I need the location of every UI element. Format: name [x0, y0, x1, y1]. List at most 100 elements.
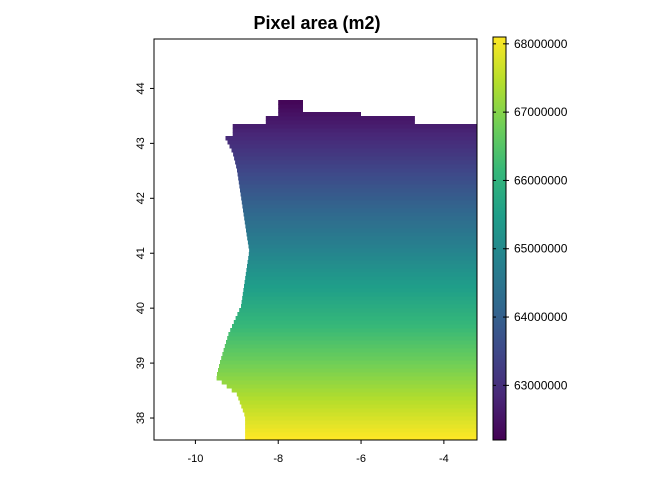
raster-row	[245, 436, 477, 441]
raster-row	[221, 356, 477, 361]
raster-row	[278, 112, 361, 117]
colorbar-tick-label: 63000000	[514, 378, 568, 392]
raster-row	[236, 392, 477, 397]
y-tick-label: 43	[135, 137, 147, 149]
raster-row	[247, 264, 477, 269]
raster-row	[244, 284, 477, 289]
y-axis: 38 39 40 41 42 43 44	[135, 82, 154, 424]
raster-row	[245, 432, 477, 437]
y-tick-label: 42	[135, 192, 147, 204]
raster-row	[224, 344, 477, 349]
raster-row	[243, 288, 477, 293]
raster-row	[245, 416, 477, 421]
raster-row	[246, 232, 477, 237]
raster-row	[242, 296, 477, 301]
colorbar-tick-label: 66000000	[514, 173, 568, 187]
raster-row	[234, 156, 477, 161]
raster-row	[244, 280, 477, 285]
colorbar-tick-label: 68000000	[514, 37, 568, 51]
x-tick-label: -4	[439, 453, 449, 465]
raster-row	[265, 120, 415, 125]
raster-row	[231, 148, 477, 153]
raster-row	[223, 348, 477, 353]
colorbar-ramp	[492, 36, 507, 441]
raster-row	[218, 368, 477, 373]
y-tick-label: 44	[135, 82, 147, 94]
raster-row	[220, 360, 477, 365]
raster-row	[244, 220, 477, 225]
x-tick-label: -10	[187, 453, 203, 465]
raster-row	[242, 408, 477, 413]
raster-row	[239, 308, 477, 313]
raster-row	[245, 420, 477, 425]
raster-row	[232, 128, 477, 133]
raster-row	[247, 260, 477, 265]
raster-row	[228, 332, 477, 337]
raster-row	[247, 236, 477, 241]
raster-row	[246, 228, 477, 233]
colorbar-tick-label: 67000000	[514, 105, 568, 119]
raster-layer	[216, 100, 477, 441]
raster-row	[242, 292, 477, 297]
raster-row	[230, 328, 477, 333]
y-tick-label: 39	[135, 357, 147, 369]
raster-row	[245, 428, 477, 433]
x-tick-label: -6	[356, 453, 366, 465]
raster-row	[248, 244, 477, 249]
raster-row	[236, 164, 477, 169]
raster-row	[241, 200, 477, 205]
raster-row	[235, 316, 477, 321]
raster-row	[278, 104, 303, 109]
raster-row	[233, 152, 477, 157]
raster-row	[235, 160, 477, 165]
y-tick-label: 40	[135, 302, 147, 314]
raster-row	[241, 196, 477, 201]
raster-row	[247, 240, 477, 245]
chart-title: Pixel area (m2)	[253, 13, 380, 33]
raster-row	[248, 256, 477, 261]
raster-row	[221, 380, 477, 385]
raster-row	[216, 376, 477, 381]
raster-row	[241, 304, 477, 309]
raster-row	[237, 172, 477, 177]
raster-row	[246, 268, 477, 273]
raster-row	[244, 216, 477, 221]
raster-row	[225, 136, 477, 141]
colorbar-tick-label: 64000000	[514, 310, 568, 324]
raster-row	[217, 372, 477, 377]
raster-row	[249, 248, 477, 253]
raster-row	[232, 324, 477, 329]
raster-row	[226, 384, 477, 389]
raster-row	[242, 204, 477, 209]
raster-row	[243, 208, 477, 213]
raster-row	[245, 272, 477, 277]
raster-row	[238, 176, 477, 181]
raster-row	[244, 412, 477, 417]
colorbar-tick-label: 65000000	[514, 242, 568, 256]
raster-row	[239, 400, 477, 405]
y-tick-label: 41	[135, 247, 147, 259]
raster-row	[240, 192, 477, 197]
raster-row	[222, 352, 477, 357]
y-tick-label: 38	[135, 412, 147, 424]
raster-row	[239, 184, 477, 189]
raster-row	[237, 168, 477, 173]
raster-row	[245, 424, 477, 429]
raster-row	[237, 312, 477, 317]
raster-row	[229, 144, 477, 149]
raster-row	[219, 364, 477, 369]
raster-row	[232, 132, 477, 137]
raster-row	[243, 212, 477, 217]
x-tick-label: -8	[273, 453, 283, 465]
colorbar: 63000000 64000000 65000000 66000000 67000000…	[492, 36, 568, 441]
raster-row	[227, 336, 477, 341]
raster-row	[265, 116, 415, 121]
raster-row	[238, 180, 477, 185]
raster-row	[240, 188, 477, 193]
raster-row	[241, 300, 477, 305]
raster-row	[231, 388, 477, 393]
raster-row	[227, 140, 477, 145]
raster-row	[278, 108, 303, 113]
x-axis: -10 -8 -6 -4	[154, 439, 477, 465]
